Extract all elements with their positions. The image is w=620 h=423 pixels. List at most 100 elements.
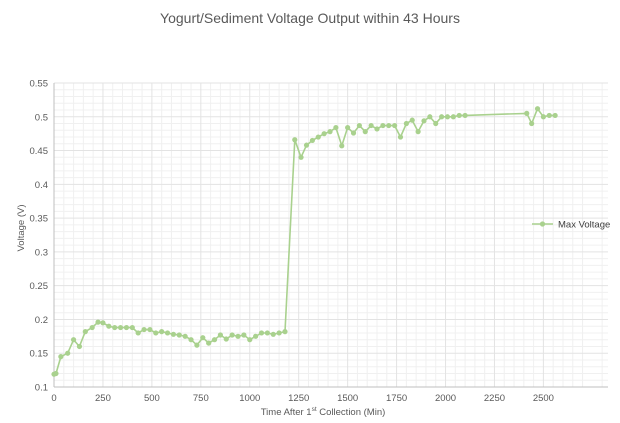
data-point [456, 112, 462, 119]
data-points [51, 106, 558, 377]
data-point [247, 337, 253, 343]
data-point [397, 134, 404, 140]
y-tick-label: 0.15 [30, 349, 49, 360]
data-point [315, 134, 321, 140]
data-point [386, 122, 392, 129]
y-tick-label: 0.55 [30, 79, 49, 90]
x-tick-label: 2500 [533, 393, 554, 404]
data-point [270, 331, 276, 337]
data-point [147, 326, 153, 333]
data-point [333, 124, 339, 131]
data-point [89, 324, 95, 331]
data-point [356, 122, 362, 129]
x-tick-label: 2250 [484, 393, 505, 404]
data-point [182, 333, 188, 339]
data-point [327, 129, 333, 135]
y-tick-label: 0.2 [35, 315, 48, 326]
y-axis-label: Voltage (V) [16, 205, 27, 252]
data-point [534, 106, 541, 112]
x-axis-label-tail: Collection (Min) [317, 407, 386, 418]
data-point [427, 114, 433, 120]
data-point [439, 114, 445, 120]
legend: Max Voltage [532, 220, 610, 231]
data-point [368, 122, 374, 129]
data-point [392, 122, 398, 129]
data-point [229, 332, 235, 338]
data-point [321, 131, 327, 137]
axes [53, 83, 608, 388]
data-point [309, 137, 316, 144]
data-point [76, 343, 83, 350]
data-point [444, 114, 451, 120]
data-point [264, 330, 270, 336]
x-tick-label: 750 [193, 393, 209, 404]
x-tick-label: 2000 [435, 393, 456, 404]
data-point [194, 342, 200, 348]
data-point [350, 130, 357, 136]
x-tick-label: 0 [51, 393, 56, 404]
data-point [298, 154, 304, 160]
legend-label: Max Voltage [558, 220, 610, 231]
y-tick-label: 0.45 [30, 146, 49, 157]
x-tick-label: 1500 [337, 393, 358, 404]
gridlines [54, 82, 608, 387]
x-axis-label-superscript: st [312, 406, 317, 413]
data-point [415, 129, 421, 135]
chart-title: Yogurt/Sediment Voltage Output within 43… [160, 10, 460, 26]
data-point [529, 120, 535, 127]
data-point [380, 122, 386, 129]
series-line-max-voltage [53, 107, 556, 375]
data-point [164, 330, 171, 336]
data-point [303, 142, 310, 148]
y-tick-labels: 0.1 0.15 0.2 0.25 0.3 0.35 0.4 0.45 0.5 0.55 [30, 79, 49, 394]
data-point [58, 354, 64, 360]
data-point [292, 137, 298, 143]
data-point [159, 329, 165, 335]
data-point [276, 330, 282, 336]
data-point [176, 332, 182, 338]
data-point [403, 120, 409, 127]
legend-point-marker [539, 221, 546, 227]
data-point [258, 330, 265, 336]
data-point [282, 329, 288, 335]
data-point [241, 332, 247, 338]
data-point [253, 333, 259, 339]
x-tick-label: 1250 [288, 393, 309, 404]
x-axis-label: Time After 1st Collection (Min) [261, 406, 386, 418]
x-tick-labels: 0 250 500 750 1000 1250 1500 1750 2000 2250 2500 [51, 393, 554, 404]
x-tick-label: 1000 [239, 393, 260, 404]
data-point [552, 112, 558, 119]
data-point [345, 124, 351, 131]
x-tick-label: 1750 [386, 393, 407, 404]
data-point [95, 319, 101, 325]
data-point [433, 120, 439, 127]
data-point [217, 332, 223, 338]
data-point [540, 114, 546, 120]
data-point [129, 324, 135, 331]
data-point [188, 337, 194, 343]
data-point [112, 324, 118, 331]
y-tick-label: 0.1 [35, 383, 48, 394]
data-point [362, 129, 368, 135]
data-point [100, 320, 106, 326]
data-point [462, 112, 468, 119]
data-point [106, 323, 112, 329]
data-point [153, 330, 159, 336]
data-point [117, 324, 124, 331]
y-tick-label: 0.3 [35, 247, 48, 258]
data-point [450, 114, 456, 120]
y-tick-label: 0.4 [35, 180, 48, 191]
data-point [421, 118, 427, 124]
data-point [82, 329, 88, 335]
data-point [339, 143, 345, 149]
data-point [53, 370, 59, 377]
y-tick-label: 0.25 [30, 281, 49, 292]
data-point [374, 126, 380, 132]
data-point [141, 326, 147, 333]
data-point [170, 331, 177, 337]
data-point [135, 330, 141, 336]
data-point [65, 350, 71, 356]
data-point [235, 333, 241, 339]
data-point [200, 335, 206, 341]
